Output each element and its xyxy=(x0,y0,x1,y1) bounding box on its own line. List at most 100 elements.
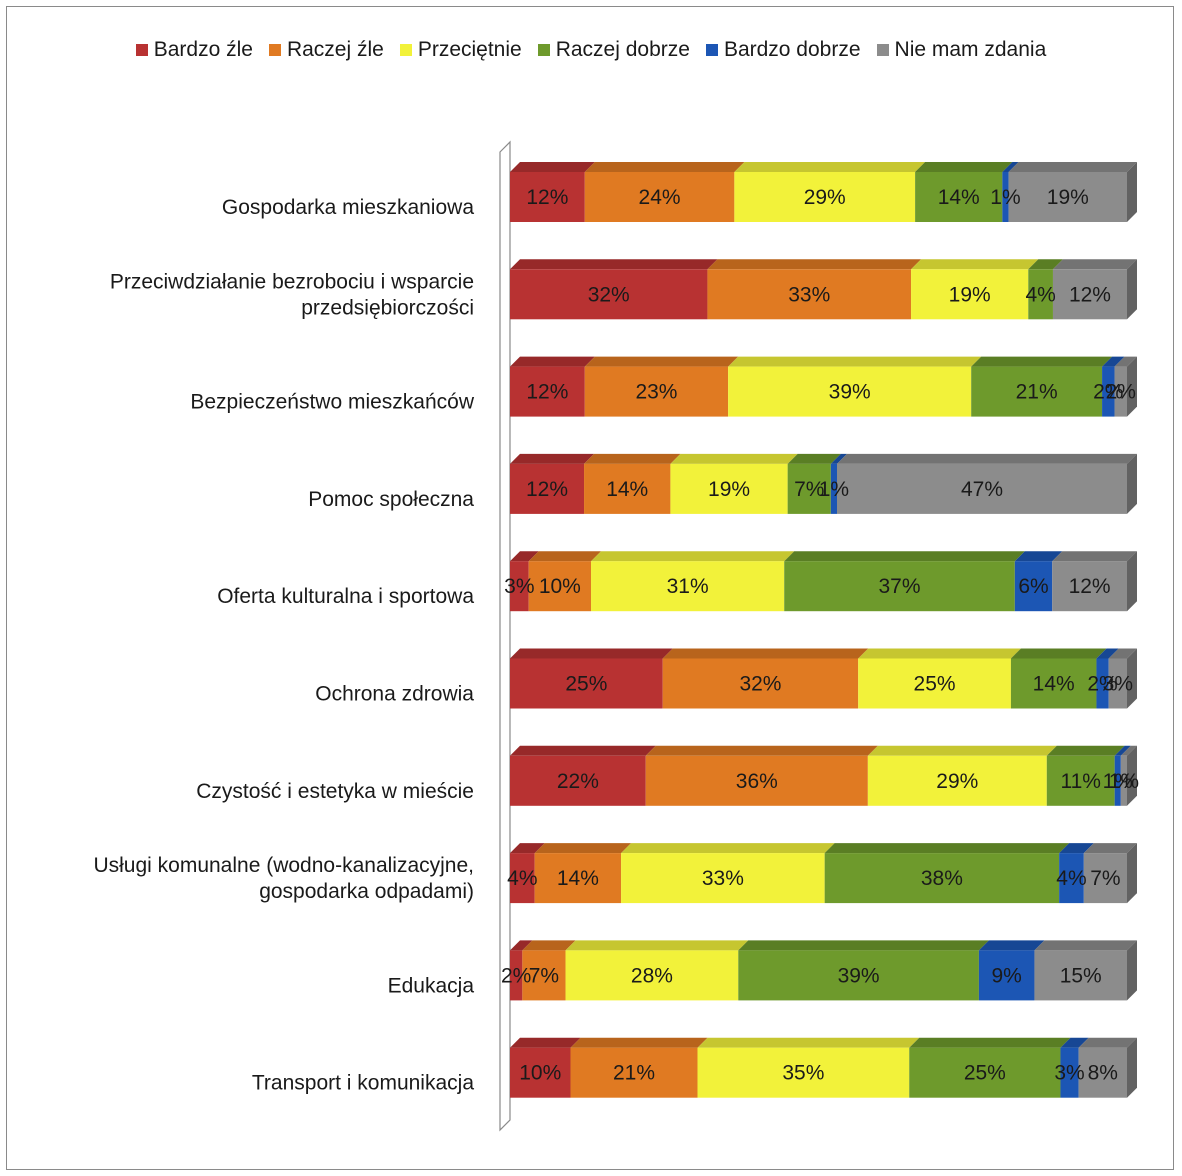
bar-top-7-5 xyxy=(1083,843,1137,854)
bar-6-5 xyxy=(1120,755,1127,806)
bar-end-3 xyxy=(1127,453,1137,514)
bar-top-2-5 xyxy=(1114,356,1137,367)
bar-top-0-5 xyxy=(1008,162,1137,172)
data-label-2-2: 39% xyxy=(829,381,871,404)
data-label-6-2: 29% xyxy=(936,770,978,793)
bar-top-3-5 xyxy=(837,453,1137,464)
data-label-0-4: 1% xyxy=(990,186,1020,209)
data-label-2-4: 2% xyxy=(1093,381,1123,404)
data-label-9-3: 25% xyxy=(964,1062,1006,1085)
data-label-6-5: 1% xyxy=(1109,770,1139,793)
data-label-5-2: 25% xyxy=(914,673,956,696)
category-label-2: Bezpieczeństwo mieszkańców xyxy=(190,391,474,414)
data-label-3-3: 7% xyxy=(794,478,824,501)
bar-5-5 xyxy=(1108,658,1127,709)
data-label-5-4: 2% xyxy=(1087,673,1117,696)
data-label-4-0: 3% xyxy=(504,575,534,598)
bar-9-1 xyxy=(570,1047,698,1098)
bar-top-1-0 xyxy=(510,259,718,270)
category-label-3: Pomoc społeczna xyxy=(308,488,474,511)
bar-2-5 xyxy=(1114,366,1127,417)
bar-top-2-1 xyxy=(584,356,739,367)
data-label-5-3: 14% xyxy=(1033,673,1075,696)
data-label-7-2: 33% xyxy=(702,867,744,890)
bar-top-4-1 xyxy=(528,551,602,562)
bar-3-5 xyxy=(837,463,1127,514)
bar-top-9-3 xyxy=(909,1037,1071,1048)
bar-9-3 xyxy=(909,1047,1061,1098)
bar-5-2 xyxy=(858,658,1011,709)
bar-top-0-3 xyxy=(915,162,1013,172)
legend-item-1: Raczej źle xyxy=(268,38,384,62)
category-label-7-0: Usługi komunalne (wodno-kanalizacyjne, xyxy=(93,854,474,877)
data-label-5-1: 32% xyxy=(739,673,781,696)
data-label-6-3: 11% xyxy=(1060,770,1100,793)
bar-6-1 xyxy=(645,755,868,806)
category-label-5: Ochrona zdrowia xyxy=(315,683,474,706)
legend-label-0: Bardzo źle xyxy=(153,38,253,61)
bar-2-4 xyxy=(1102,366,1115,417)
data-label-8-4: 9% xyxy=(992,964,1022,987)
bar-7-4 xyxy=(1059,853,1084,904)
bar-top-5-2 xyxy=(858,648,1021,659)
category-label-1-0: Przeciwdziałanie bezrobociu i wsparcie xyxy=(110,270,474,293)
bar-top-5-0 xyxy=(510,648,673,659)
bar-top-2-4 xyxy=(1102,356,1125,367)
bar-end-6 xyxy=(1127,745,1137,806)
bar-4-2 xyxy=(591,561,785,612)
data-label-2-5: 2% xyxy=(1106,381,1136,404)
data-label-3-1: 14% xyxy=(606,478,648,501)
bar-6-4 xyxy=(1114,755,1121,806)
data-label-3-0: 12% xyxy=(526,478,568,501)
bar-top-4-2 xyxy=(591,551,795,562)
data-label-4-5: 12% xyxy=(1069,575,1111,598)
legend-item-5: Nie mam zdania xyxy=(876,38,1046,62)
bar-top-6-4 xyxy=(1114,745,1131,756)
legend-item-2: Przeciętnie xyxy=(399,38,522,62)
bar-top-9-1 xyxy=(570,1037,708,1048)
legend-swatch-0 xyxy=(135,44,148,56)
category-label-6: Czystość i estetyka w mieście xyxy=(196,780,474,803)
legend-label-1: Raczej źle xyxy=(286,38,384,61)
bar-8-1 xyxy=(522,950,566,1001)
bar-top-4-3 xyxy=(784,551,1025,562)
bar-1-1 xyxy=(707,269,912,320)
bar-top-8-4 xyxy=(978,940,1045,951)
bar-top-9-5 xyxy=(1078,1037,1137,1048)
legend-label-2: Przeciętnie xyxy=(417,38,522,61)
bar-6-0 xyxy=(510,755,646,806)
bar-top-1-1 xyxy=(707,259,922,270)
data-label-4-4: 6% xyxy=(1018,575,1048,598)
bar-1-2 xyxy=(911,269,1029,320)
data-label-4-2: 31% xyxy=(667,575,709,598)
bar-0-0 xyxy=(510,172,585,222)
bar-0-4 xyxy=(1002,172,1009,222)
bar-top-8-3 xyxy=(738,940,989,951)
bar-2-2 xyxy=(728,366,972,417)
data-label-0-1: 24% xyxy=(639,186,681,209)
bar-8-2 xyxy=(565,950,739,1001)
bar-8-3 xyxy=(738,950,979,1001)
bar-top-6-1 xyxy=(645,745,878,756)
bar-top-1-2 xyxy=(911,259,1039,270)
data-label-9-1: 21% xyxy=(613,1062,655,1085)
bar-end-7 xyxy=(1127,843,1137,904)
bar-top-8-2 xyxy=(565,940,749,951)
bar-4-0 xyxy=(510,561,529,612)
data-label-4-1: 10% xyxy=(539,575,581,598)
bar-top-4-0 xyxy=(510,551,539,562)
bar-top-9-0 xyxy=(510,1037,581,1048)
bar-top-1-3 xyxy=(1028,259,1063,270)
bar-top-7-1 xyxy=(534,843,632,854)
bar-9-5 xyxy=(1078,1047,1127,1098)
data-label-2-3: 21% xyxy=(1016,381,1058,404)
bar-0-5 xyxy=(1008,172,1127,222)
bar-top-4-4 xyxy=(1014,551,1063,562)
data-label-7-4: 4% xyxy=(1056,867,1086,890)
data-label-3-4: 1% xyxy=(819,478,849,501)
data-label-7-0: 4% xyxy=(507,867,537,890)
data-label-5-5: 3% xyxy=(1103,673,1133,696)
bar-top-0-2 xyxy=(734,162,926,172)
bar-top-0-0 xyxy=(510,162,595,172)
bar-4-5 xyxy=(1052,561,1127,612)
